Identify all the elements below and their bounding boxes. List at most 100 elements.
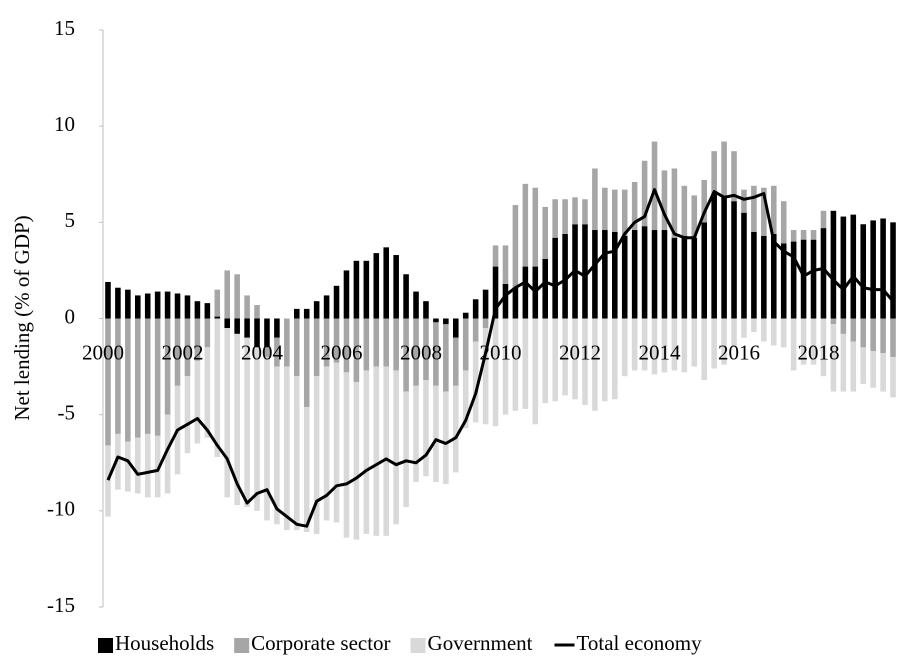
bar xyxy=(303,318,310,407)
bar xyxy=(264,318,270,348)
bar xyxy=(482,318,489,329)
bar xyxy=(691,318,698,367)
bar xyxy=(810,230,817,240)
legend-item: Total economy xyxy=(554,631,702,655)
bar xyxy=(701,180,708,223)
x-tick-label: 2016 xyxy=(718,340,760,364)
bar xyxy=(154,435,161,498)
bar xyxy=(224,270,231,319)
bar xyxy=(820,210,827,229)
bar xyxy=(115,433,121,490)
bar xyxy=(502,283,509,319)
bar xyxy=(194,318,201,361)
x-tick-label: 2010 xyxy=(480,340,522,364)
bar xyxy=(244,295,250,319)
bar xyxy=(115,287,121,319)
bar xyxy=(492,318,499,427)
bar xyxy=(403,391,409,507)
bar xyxy=(870,318,876,352)
bar xyxy=(443,324,449,392)
bar xyxy=(790,241,797,319)
bar xyxy=(860,347,867,384)
bar xyxy=(433,385,439,482)
bar xyxy=(264,347,270,357)
bar xyxy=(194,301,201,319)
bar xyxy=(552,199,558,238)
bar xyxy=(850,318,857,342)
bar xyxy=(512,287,519,319)
bar xyxy=(790,318,797,371)
bar xyxy=(830,318,837,325)
bar xyxy=(711,318,717,369)
bar xyxy=(860,224,867,319)
bar xyxy=(472,318,479,342)
y-tick-label: 10 xyxy=(54,112,75,136)
bar xyxy=(681,235,688,319)
bar xyxy=(105,318,111,446)
bar xyxy=(631,230,638,319)
bar xyxy=(780,318,787,348)
bar xyxy=(611,189,618,232)
bar xyxy=(303,406,310,532)
bar xyxy=(661,230,668,319)
bar xyxy=(264,356,270,521)
bar xyxy=(850,341,857,392)
bar xyxy=(602,187,608,231)
bar xyxy=(393,318,399,371)
bar xyxy=(174,293,181,319)
bar xyxy=(293,308,300,319)
bar xyxy=(482,328,489,425)
bar xyxy=(731,151,737,202)
bar xyxy=(542,258,549,319)
bar xyxy=(850,214,857,319)
bar xyxy=(164,414,171,494)
bar xyxy=(115,318,121,434)
bar xyxy=(701,222,708,319)
bar xyxy=(452,337,459,386)
bar xyxy=(254,347,260,511)
bar xyxy=(671,168,678,238)
bar xyxy=(125,289,131,319)
bar xyxy=(353,318,360,382)
bar xyxy=(880,318,886,354)
bar xyxy=(144,318,151,434)
bar xyxy=(443,391,449,484)
bar xyxy=(194,360,201,444)
bar xyxy=(761,318,767,342)
bar xyxy=(641,318,648,371)
legend-label: Households xyxy=(115,631,214,655)
bar xyxy=(234,274,240,319)
bar xyxy=(810,239,817,319)
bar xyxy=(254,305,260,319)
bar xyxy=(502,245,509,284)
bar xyxy=(621,235,628,319)
bar xyxy=(731,318,737,348)
bar xyxy=(661,318,668,373)
bar xyxy=(641,226,648,319)
bar xyxy=(214,316,221,319)
bar xyxy=(125,318,131,442)
bar xyxy=(522,266,529,319)
x-tick-label: 2000 xyxy=(82,340,124,364)
bar xyxy=(711,151,717,194)
legend-item: Households xyxy=(98,631,214,655)
bar xyxy=(333,318,340,363)
bar xyxy=(870,351,876,388)
bar xyxy=(323,318,330,367)
bar xyxy=(284,318,290,367)
bar xyxy=(492,266,499,319)
bar xyxy=(134,437,141,494)
bar xyxy=(383,318,390,367)
bar xyxy=(303,308,310,319)
bar xyxy=(522,183,529,267)
legend-item: Government xyxy=(410,631,533,655)
bar xyxy=(552,318,558,402)
bar xyxy=(164,291,171,319)
bar xyxy=(631,318,638,371)
bar xyxy=(572,318,578,400)
bar xyxy=(373,318,380,367)
bar xyxy=(790,230,797,242)
bar xyxy=(592,230,598,319)
bar xyxy=(512,318,519,411)
bar xyxy=(452,318,459,338)
